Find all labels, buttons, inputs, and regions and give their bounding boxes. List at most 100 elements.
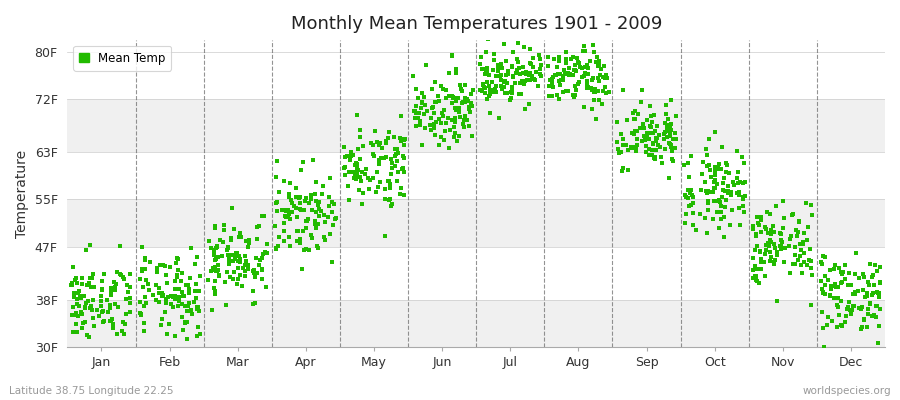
Point bbox=[119, 296, 133, 302]
Point bbox=[385, 164, 400, 171]
Point bbox=[585, 76, 599, 83]
Point bbox=[181, 303, 195, 309]
Point bbox=[349, 161, 364, 168]
Point bbox=[647, 154, 662, 160]
Point bbox=[269, 174, 284, 180]
Point bbox=[776, 225, 790, 232]
Point bbox=[685, 192, 699, 198]
Point bbox=[614, 131, 628, 137]
Point bbox=[686, 194, 700, 200]
Point bbox=[439, 87, 454, 94]
Point bbox=[191, 304, 205, 310]
Point bbox=[503, 97, 517, 104]
Point bbox=[679, 193, 693, 200]
Point bbox=[456, 98, 471, 105]
Point bbox=[680, 187, 695, 194]
Point bbox=[241, 262, 256, 268]
Point bbox=[566, 72, 580, 78]
Point bbox=[305, 234, 320, 241]
Point bbox=[80, 332, 94, 339]
Point bbox=[255, 255, 269, 261]
Point bbox=[397, 154, 411, 161]
Point bbox=[207, 285, 221, 291]
Point bbox=[448, 115, 463, 122]
Point bbox=[208, 278, 222, 284]
Point bbox=[347, 162, 362, 168]
Point bbox=[346, 152, 360, 158]
Point bbox=[795, 262, 809, 268]
Point bbox=[706, 179, 721, 186]
Point bbox=[310, 220, 325, 227]
Point bbox=[525, 72, 539, 79]
Point bbox=[208, 257, 222, 263]
Point bbox=[142, 259, 157, 266]
Point bbox=[712, 166, 726, 172]
Point bbox=[834, 280, 849, 286]
Point bbox=[205, 267, 220, 273]
Point bbox=[482, 71, 496, 78]
Point bbox=[170, 274, 184, 280]
Point bbox=[317, 212, 331, 218]
Point bbox=[361, 175, 375, 181]
Point bbox=[679, 192, 693, 198]
Point bbox=[293, 240, 308, 246]
Point bbox=[246, 300, 260, 307]
Point bbox=[796, 230, 811, 236]
Point bbox=[860, 292, 874, 299]
Point bbox=[179, 336, 194, 342]
Point bbox=[68, 274, 83, 281]
Point bbox=[754, 214, 769, 221]
Point bbox=[221, 255, 236, 261]
Point bbox=[698, 215, 712, 222]
Point bbox=[628, 148, 643, 155]
Point bbox=[454, 86, 469, 92]
Point bbox=[156, 292, 170, 298]
Point bbox=[155, 292, 169, 299]
Point bbox=[558, 71, 572, 77]
Point bbox=[843, 282, 858, 289]
Point bbox=[384, 171, 399, 178]
Point bbox=[594, 66, 608, 72]
Point bbox=[828, 283, 842, 289]
Point bbox=[660, 123, 674, 129]
Point bbox=[353, 156, 367, 162]
Point bbox=[598, 84, 612, 90]
Point bbox=[832, 265, 846, 271]
Point bbox=[103, 318, 117, 324]
Point bbox=[252, 223, 266, 230]
Point bbox=[66, 329, 80, 335]
Point bbox=[785, 212, 799, 218]
Point bbox=[750, 266, 764, 273]
Point bbox=[310, 243, 325, 250]
Point bbox=[315, 191, 329, 197]
Point bbox=[636, 125, 651, 132]
Point bbox=[238, 238, 253, 244]
Point bbox=[238, 253, 253, 260]
Point bbox=[72, 288, 86, 294]
Point bbox=[207, 247, 221, 254]
Point bbox=[753, 217, 768, 224]
Point bbox=[767, 240, 781, 247]
Point bbox=[151, 298, 166, 305]
Point bbox=[260, 241, 274, 248]
Point bbox=[276, 238, 291, 244]
Point bbox=[592, 97, 607, 104]
Point bbox=[554, 82, 568, 88]
Point bbox=[857, 316, 871, 322]
Point bbox=[220, 244, 235, 250]
Point bbox=[436, 113, 451, 119]
Point bbox=[175, 289, 189, 295]
Point bbox=[853, 305, 868, 312]
Point bbox=[317, 234, 331, 240]
Point bbox=[289, 205, 303, 212]
Point bbox=[749, 277, 763, 284]
Point bbox=[434, 120, 448, 126]
Point bbox=[171, 256, 185, 262]
Point bbox=[451, 95, 465, 101]
Point bbox=[645, 130, 660, 136]
Point bbox=[821, 314, 835, 320]
Point bbox=[367, 127, 382, 134]
Point bbox=[410, 115, 425, 121]
Point bbox=[686, 200, 700, 206]
Point bbox=[80, 281, 94, 288]
